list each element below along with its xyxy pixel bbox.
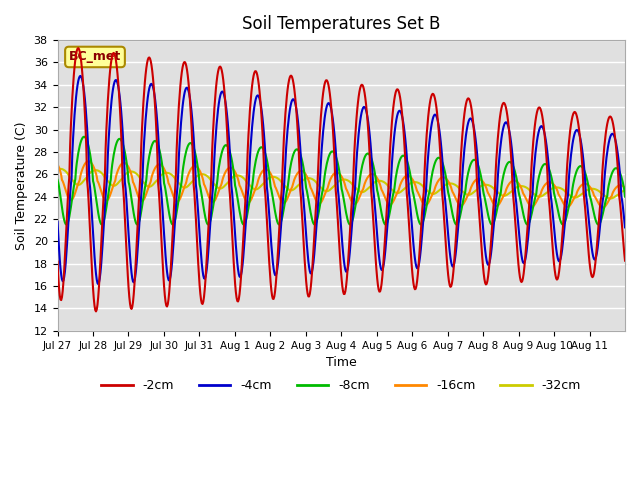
Title: Soil Temperatures Set B: Soil Temperatures Set B: [242, 15, 440, 33]
X-axis label: Time: Time: [326, 356, 356, 369]
Text: BC_met: BC_met: [69, 50, 121, 63]
Legend: -2cm, -4cm, -8cm, -16cm, -32cm: -2cm, -4cm, -8cm, -16cm, -32cm: [97, 374, 586, 397]
Y-axis label: Soil Temperature (C): Soil Temperature (C): [15, 121, 28, 250]
